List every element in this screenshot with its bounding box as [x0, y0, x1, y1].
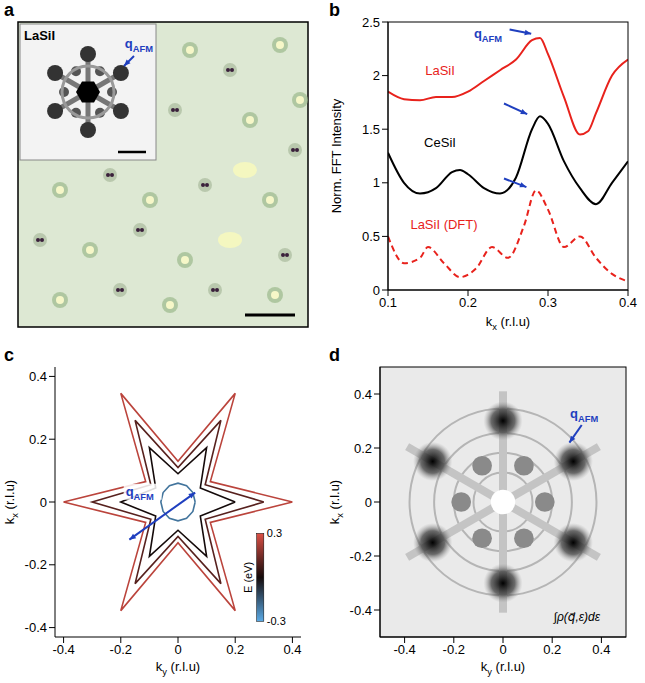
svg-text:b: b: [329, 0, 340, 20]
svg-text:0.3: 0.3: [539, 295, 557, 310]
svg-text:kx (r.l.u): kx (r.l.u): [327, 480, 345, 524]
svg-text:0.2: 0.2: [543, 642, 561, 657]
svg-text:0.5: 0.5: [362, 229, 380, 244]
svg-text:qAFM: qAFM: [570, 406, 598, 424]
svg-text:qAFM: qAFM: [126, 484, 154, 502]
svg-text:0: 0: [174, 642, 181, 657]
svg-text:0.3: 0.3: [267, 527, 282, 539]
svg-text:0.4: 0.4: [283, 642, 301, 657]
svg-text:∫ρ(q⃗,ε)dε: ∫ρ(q⃗,ε)dε: [553, 610, 601, 624]
svg-text:1: 1: [373, 175, 380, 190]
svg-text:0.4: 0.4: [592, 642, 610, 657]
svg-text:-0.2: -0.2: [443, 642, 465, 657]
svg-text:LaSiI: LaSiI: [425, 63, 455, 78]
svg-text:-0.2: -0.2: [350, 549, 372, 564]
svg-text:0: 0: [365, 495, 372, 510]
svg-text:ky (r.l.u): ky (r.l.u): [481, 659, 525, 677]
svg-text:0.4: 0.4: [619, 295, 637, 310]
svg-text:qAFM: qAFM: [125, 36, 153, 54]
svg-text:0.4: 0.4: [29, 369, 47, 384]
svg-text:CeSiI: CeSiI: [424, 135, 456, 150]
svg-text:LaSiI (DFT): LaSiI (DFT): [410, 217, 477, 232]
svg-text:-0.4: -0.4: [52, 642, 74, 657]
svg-text:0.2: 0.2: [459, 295, 477, 310]
svg-text:0.2: 0.2: [29, 432, 47, 447]
svg-text:E (eV): E (eV): [242, 562, 254, 593]
svg-text:0: 0: [499, 642, 506, 657]
svg-text:qAFM: qAFM: [474, 26, 502, 44]
svg-text:ky (r.l.u): ky (r.l.u): [156, 659, 200, 677]
svg-text:1.5: 1.5: [362, 122, 380, 137]
svg-text:LaSiI: LaSiI: [24, 28, 55, 43]
svg-text:-0.2: -0.2: [25, 557, 47, 572]
svg-text:0.1: 0.1: [379, 295, 397, 310]
svg-text:Norm. FFT Intensity: Norm. FFT Intensity: [329, 98, 344, 213]
svg-text:-0.4: -0.4: [350, 603, 372, 618]
svg-text:2.5: 2.5: [362, 15, 380, 30]
svg-text:a: a: [4, 0, 15, 20]
svg-text:0.2: 0.2: [354, 441, 372, 456]
svg-text:c: c: [4, 345, 14, 365]
svg-text:kx (r.l.u): kx (r.l.u): [486, 314, 530, 332]
svg-text:-0.3: -0.3: [267, 615, 286, 627]
svg-text:-0.4: -0.4: [25, 620, 47, 635]
svg-text:d: d: [329, 345, 340, 365]
svg-text:kx (r.l.u): kx (r.l.u): [2, 480, 20, 524]
svg-text:0: 0: [373, 283, 380, 298]
svg-text:-0.4: -0.4: [393, 642, 415, 657]
svg-text:-0.2: -0.2: [110, 642, 132, 657]
svg-text:0.2: 0.2: [226, 642, 244, 657]
svg-text:0: 0: [40, 495, 47, 510]
svg-text:2: 2: [373, 68, 380, 83]
svg-text:0.4: 0.4: [354, 387, 372, 402]
